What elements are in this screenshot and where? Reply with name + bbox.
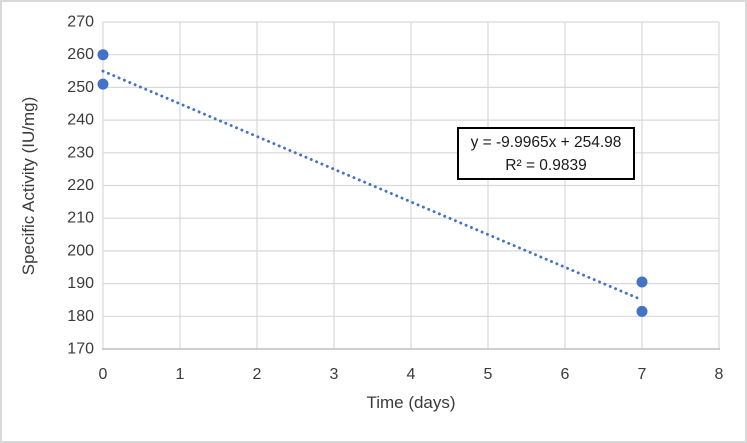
x-tick-label: 7 — [638, 366, 647, 383]
x-tick-label: 4 — [407, 366, 416, 383]
y-tick-label: 250 — [67, 79, 94, 96]
data-point — [97, 49, 109, 61]
x-tick-label: 1 — [176, 366, 185, 383]
y-tick-label: 230 — [67, 144, 94, 161]
y-tick-label: 200 — [67, 242, 94, 259]
data-point — [636, 276, 648, 288]
y-tick-label: 180 — [67, 308, 94, 325]
x-tick-label: 2 — [253, 366, 262, 383]
trendline — [101, 69, 644, 302]
x-axis-title: Time (days) — [366, 393, 456, 412]
x-tick-label: 0 — [99, 366, 108, 383]
x-tick-label: 6 — [561, 366, 570, 383]
x-tick-label: 5 — [484, 366, 493, 383]
trendline-equation: y = -9.9965x + 254.98 — [470, 133, 622, 151]
y-tick-label: 270 — [67, 14, 94, 31]
x-tick-label: 3 — [330, 366, 339, 383]
trendline-equation-box: y = -9.9965x + 254.98 R² = 0.9839 — [457, 127, 635, 180]
y-tick-label: 220 — [67, 177, 94, 194]
y-tick-label: 240 — [67, 112, 94, 129]
data-point — [636, 305, 648, 317]
y-tick-label: 190 — [67, 275, 94, 292]
y-tick-label: 210 — [67, 210, 94, 227]
y-axis-title: Specific Activity (IU/mg) — [19, 96, 38, 276]
y-tick-label: 170 — [67, 341, 94, 358]
x-tick-label: 8 — [715, 366, 724, 383]
y-tick-label: 260 — [67, 46, 94, 63]
r-squared-value: R² = 0.9839 — [505, 156, 587, 174]
data-point — [97, 78, 109, 90]
